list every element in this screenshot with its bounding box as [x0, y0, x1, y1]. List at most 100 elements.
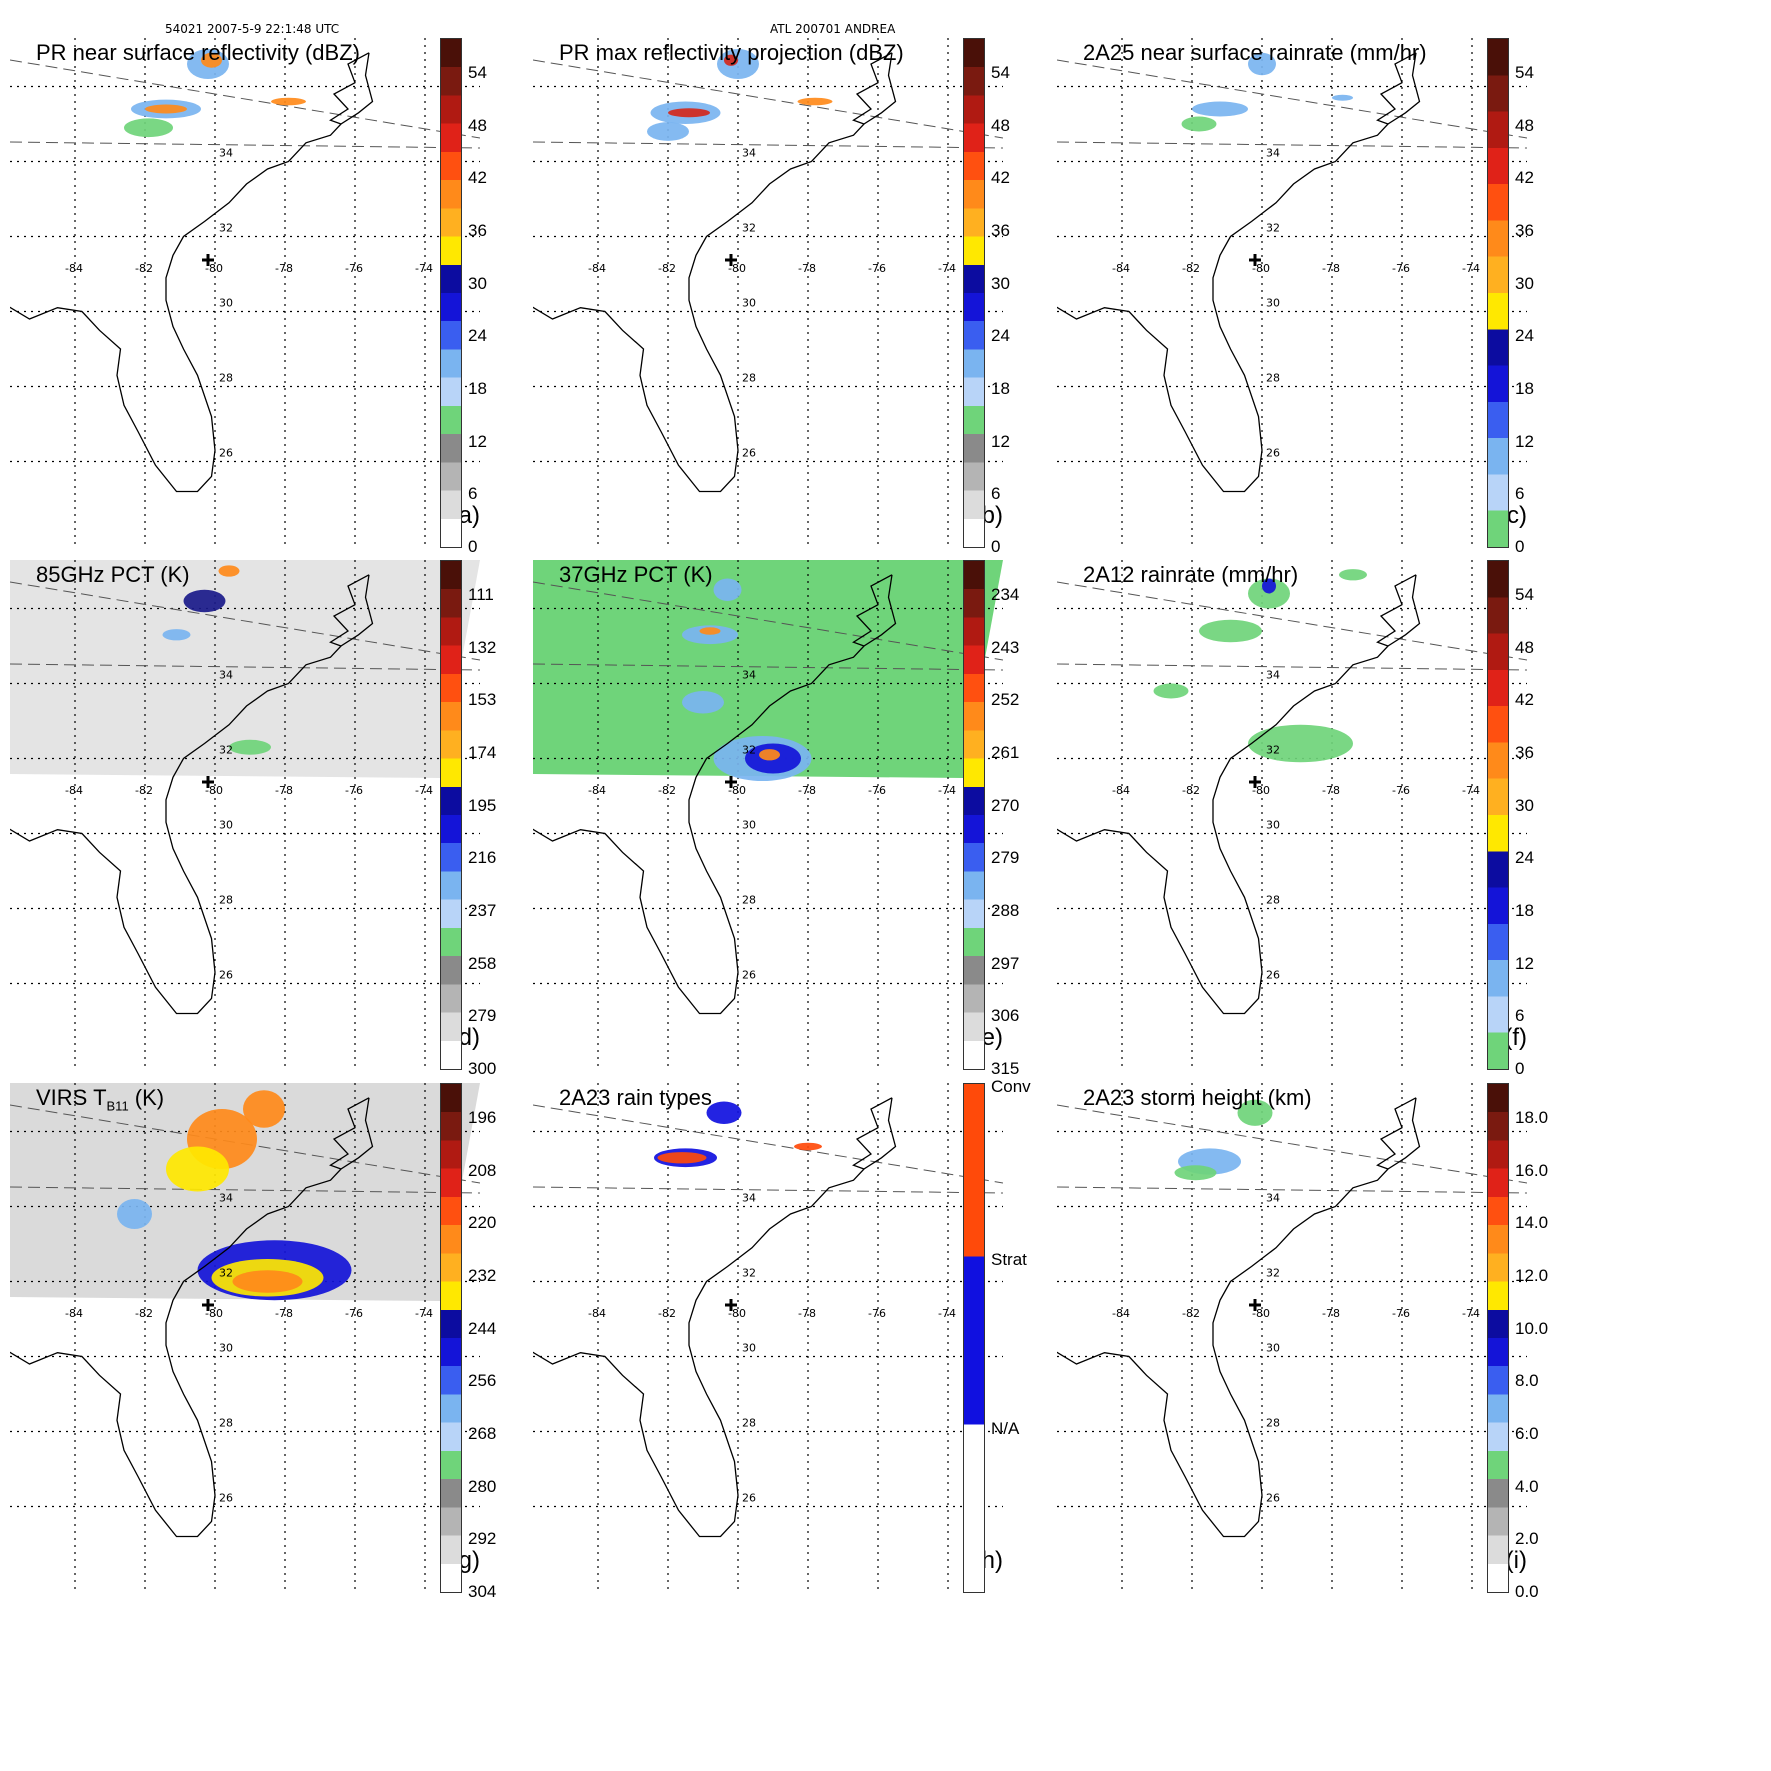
pr-swath-edge	[1057, 663, 1527, 671]
colorbar-tick-label: 270	[991, 795, 1020, 815]
lon-tick-label: -78	[275, 1307, 293, 1320]
lat-tick-label: 28	[742, 1417, 756, 1430]
pr-swath-edge	[10, 581, 480, 661]
panel-a: -84 -82 -80 -78 -76 -74 34 32 30 28 26 PR near surf…	[10, 38, 480, 548]
lat-tick-label: 26	[219, 447, 233, 460]
lat-tick-label: 30	[742, 819, 756, 832]
colorbar-tick-label: 54	[1515, 63, 1534, 82]
lat-tick-label: 34	[742, 669, 756, 682]
colorbar-tick-label: 208	[468, 1160, 497, 1180]
panel-letter: (f)	[1504, 1024, 1527, 1051]
colorbar-tick-label: 16.0	[1515, 1160, 1549, 1180]
colorbar-tick-label: 0	[991, 537, 1001, 556]
colorbar-tick-label: 216	[468, 848, 497, 868]
panel-title: VIRS TB11 (K)	[36, 1085, 164, 1113]
lon-tick-label: -84	[1112, 784, 1130, 797]
colorbar-tick-label: 244	[468, 1318, 497, 1338]
colorbar-tick-label: 6	[1515, 484, 1525, 504]
panel-title-text: 2A12 rainrate (mm/hr)	[1083, 562, 1299, 587]
colorbar-tick-label: 14.0	[1515, 1213, 1549, 1233]
lon-tick-label: -78	[275, 784, 293, 797]
data-cell	[201, 52, 222, 68]
colorbar-tick-label: 234	[991, 585, 1020, 604]
colorbar-tick-label: 36	[991, 221, 1010, 240]
pr-swath-edge	[533, 1186, 1003, 1194]
colorbar-a	[440, 38, 462, 548]
colorbar-tick-label: 12	[991, 431, 1010, 451]
panel-title-subscript: B11	[106, 1098, 129, 1114]
pr-swath-edge	[10, 141, 480, 149]
storm-center-marker	[202, 1299, 214, 1311]
lat-tick-label: 32	[1266, 1267, 1280, 1280]
lon-tick-label: -84	[1112, 262, 1130, 275]
pr-swath-edge	[1057, 1104, 1527, 1184]
data-cell	[1174, 1165, 1217, 1181]
lat-tick-label: 32	[742, 744, 756, 757]
panel-title-text: 85GHz PCT (K)	[36, 562, 190, 587]
panel-title: PR near surface reflectivity (dBZ)	[36, 40, 360, 66]
panel-b: -84 -82 -80 -78 -76 -74 34 32 30 28 26 PR max refle…	[533, 38, 1003, 548]
colorbar-c	[1487, 38, 1509, 548]
panel-d: -84 -82 -80 -78 -76 -74 34 32 30 28 26 85GHz PCT (K…	[10, 560, 480, 1070]
lat-tick-label: 30	[1266, 819, 1280, 832]
colorbar-tick-label: 18	[1515, 379, 1534, 398]
coastline	[1057, 1097, 1421, 1538]
coastline	[1057, 574, 1421, 1015]
colorbar-tick-label: 252	[991, 690, 1020, 710]
lon-tick-label: -74	[1462, 784, 1480, 797]
lat-tick-label: 26	[742, 447, 756, 460]
data-cell	[218, 565, 240, 577]
lat-tick-label: 34	[219, 1192, 233, 1205]
lat-tick-label: 26	[219, 1492, 233, 1505]
orbit-time-header: 54021 2007-5-9 22:1:48 UTC	[165, 22, 340, 36]
colorbar-tick-label: 297	[991, 953, 1020, 973]
lat-tick-label: 30	[1266, 1342, 1280, 1355]
colorbar-tick-label: 132	[468, 637, 497, 657]
colorbar-tick-label: 48	[1515, 115, 1534, 135]
lon-tick-label: -84	[588, 262, 606, 275]
colorbar-tick-label: N/A	[991, 1418, 1020, 1438]
storm-name-header: ATL 200701 ANDREA	[770, 22, 896, 36]
panel-letter: (i)	[1505, 1547, 1527, 1574]
colorbar-tick-label: 196	[468, 1108, 497, 1127]
data-cell	[183, 589, 226, 613]
colorbar-tick-label: 36	[468, 221, 487, 240]
lat-tick-label: 26	[742, 969, 756, 982]
colorbar-tick-label: 0	[1515, 1059, 1525, 1078]
colorbar-tick-label: 30	[1515, 795, 1534, 815]
lat-tick-label: 28	[219, 372, 233, 385]
panel-title: 2A23 storm height (km)	[1083, 1085, 1312, 1111]
colorbar-i	[1487, 1083, 1509, 1593]
colorbar-tick-label: 12	[1515, 431, 1534, 451]
panel-title-text: 2A25 near surface rainrate (mm/hr)	[1083, 40, 1427, 65]
panel-title: 2A23 rain types	[559, 1085, 712, 1111]
data-cell	[243, 1090, 285, 1128]
lat-tick-label: 28	[1266, 372, 1280, 385]
lon-tick-label: -82	[658, 1307, 676, 1320]
colorbar-tick-label: 12	[468, 431, 487, 451]
lat-tick-label: 34	[742, 1192, 756, 1205]
colorbar-tick-label: 256	[468, 1371, 497, 1391]
pr-swath-edge	[533, 141, 1003, 149]
colorbar-tick-label: 36	[1515, 743, 1534, 762]
lat-tick-label: 34	[1266, 669, 1280, 682]
lon-tick-label: -82	[135, 262, 153, 275]
coastline	[533, 52, 897, 493]
coastline	[10, 1097, 374, 1538]
lat-tick-label: 32	[219, 1267, 233, 1280]
lon-tick-label: -84	[1112, 1307, 1130, 1320]
pr-swath-edge	[533, 1104, 1003, 1184]
storm-center-marker	[725, 776, 737, 788]
panel-title-unit: (K)	[128, 1085, 165, 1110]
colorbar-tick-label: 12.0	[1515, 1266, 1549, 1285]
lat-tick-label: 28	[1266, 1417, 1280, 1430]
lat-tick-label: 34	[1266, 147, 1280, 160]
lon-tick-label: -74	[938, 262, 956, 275]
panel-title: 2A12 rainrate (mm/hr)	[1083, 562, 1298, 588]
pr-swath-edge	[10, 59, 480, 139]
colorbar-tick-label: 237	[468, 901, 497, 920]
